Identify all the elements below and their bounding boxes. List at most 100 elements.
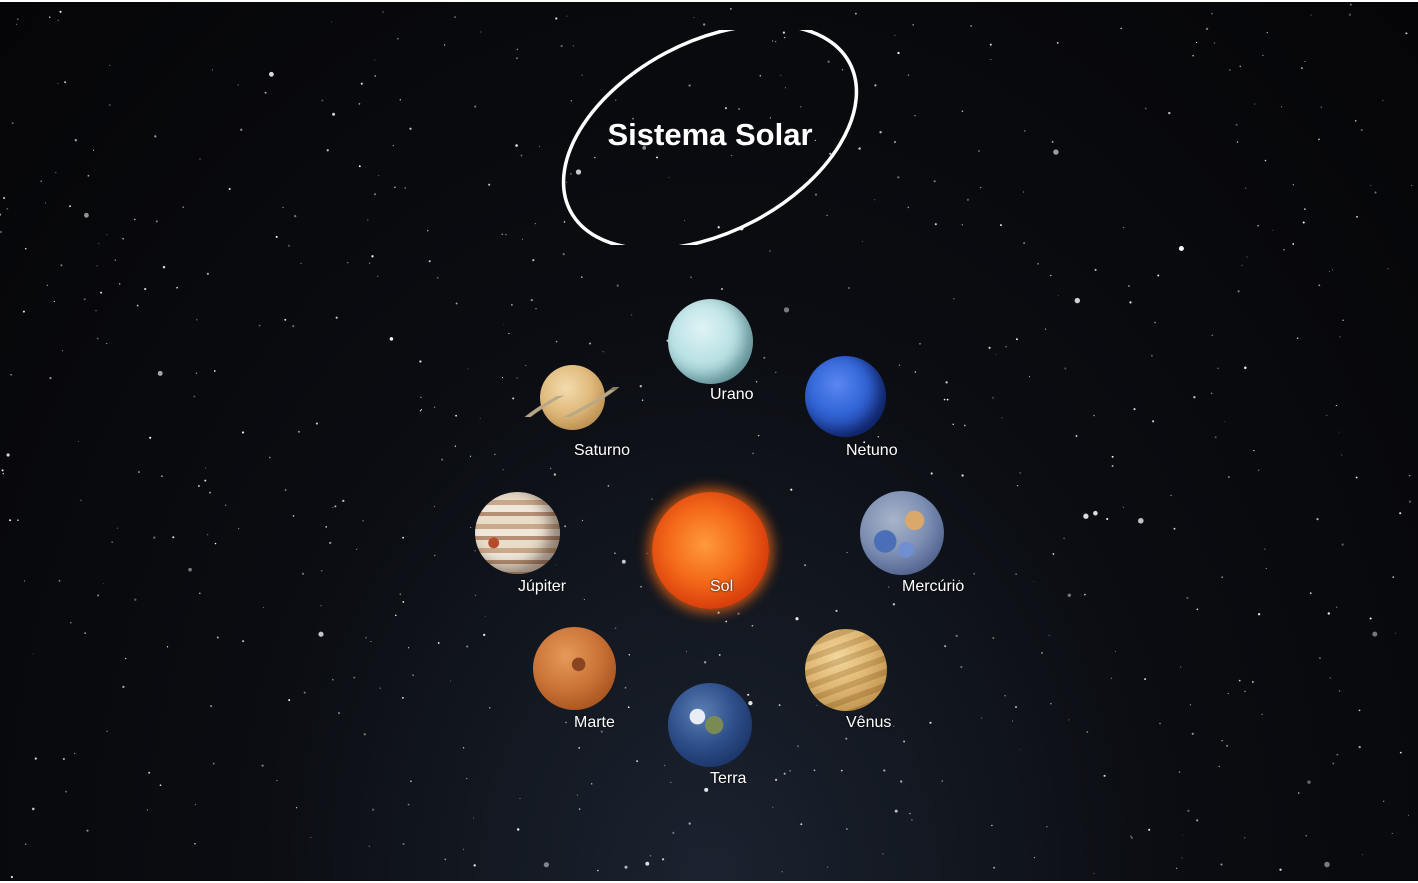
star (65, 790, 68, 793)
star (1265, 568, 1267, 570)
star (743, 144, 745, 146)
star (670, 781, 672, 784)
star (559, 583, 561, 585)
star (570, 173, 572, 175)
star (161, 475, 163, 477)
star (10, 875, 13, 879)
star (10, 374, 12, 376)
star (941, 780, 943, 782)
star (394, 186, 396, 189)
star (1374, 191, 1377, 194)
star (57, 82, 59, 85)
star (58, 579, 61, 582)
star (1182, 834, 1184, 836)
star (1175, 867, 1178, 869)
star (516, 48, 518, 50)
star (534, 223, 536, 225)
star (1264, 548, 1266, 550)
star (1257, 613, 1261, 616)
star (827, 60, 830, 63)
star (1244, 366, 1247, 370)
star (332, 506, 334, 508)
star (114, 259, 116, 261)
star (365, 636, 367, 639)
star (953, 298, 955, 300)
star (632, 117, 634, 120)
star (690, 276, 693, 279)
star (1336, 753, 1339, 756)
star (470, 527, 472, 528)
star (69, 621, 72, 624)
star (1318, 138, 1320, 141)
star (80, 499, 82, 501)
star (1264, 159, 1267, 162)
star (993, 866, 996, 869)
star (840, 769, 843, 772)
star (963, 424, 966, 427)
star (1093, 873, 1095, 875)
star (0, 231, 2, 233)
star (108, 104, 111, 106)
star (763, 356, 766, 359)
star (616, 284, 619, 287)
star (362, 519, 364, 522)
star (1186, 596, 1189, 600)
star (555, 340, 558, 343)
star (484, 615, 486, 617)
star (505, 233, 507, 236)
star (747, 693, 750, 696)
star (816, 704, 818, 707)
star (1015, 573, 1017, 575)
star (69, 205, 71, 208)
star (1257, 224, 1259, 227)
star (356, 548, 358, 550)
star (1213, 42, 1216, 44)
star (292, 325, 295, 328)
star (1372, 631, 1378, 637)
star (781, 871, 783, 873)
star (521, 238, 523, 240)
star (1111, 455, 1114, 458)
star (1348, 13, 1352, 16)
star (1130, 835, 1132, 837)
star (900, 780, 903, 783)
star (992, 636, 995, 640)
star (501, 233, 503, 235)
star (575, 169, 582, 175)
star (57, 19, 59, 21)
star (1120, 27, 1122, 30)
star (1123, 227, 1125, 229)
star (212, 762, 215, 765)
star (45, 202, 47, 204)
star (718, 653, 721, 656)
star (24, 247, 27, 250)
star (1339, 336, 1341, 338)
star (624, 865, 628, 869)
star (32, 653, 34, 655)
star (748, 700, 753, 706)
star (664, 764, 666, 767)
star (784, 87, 787, 89)
star (379, 687, 381, 689)
star (473, 864, 476, 867)
star (467, 368, 469, 370)
star (370, 640, 372, 642)
star (1111, 464, 1114, 467)
star (578, 808, 581, 810)
star (525, 364, 527, 366)
star (360, 82, 363, 85)
star (1235, 123, 1238, 126)
star (1236, 141, 1239, 143)
star (441, 458, 444, 461)
star (841, 69, 844, 71)
star (96, 265, 98, 267)
star (583, 599, 585, 601)
star (774, 778, 778, 782)
star (1296, 337, 1299, 339)
star (581, 519, 584, 522)
star (1193, 396, 1196, 399)
star (59, 10, 62, 13)
star (119, 283, 121, 285)
star (555, 17, 558, 20)
star (194, 804, 196, 806)
